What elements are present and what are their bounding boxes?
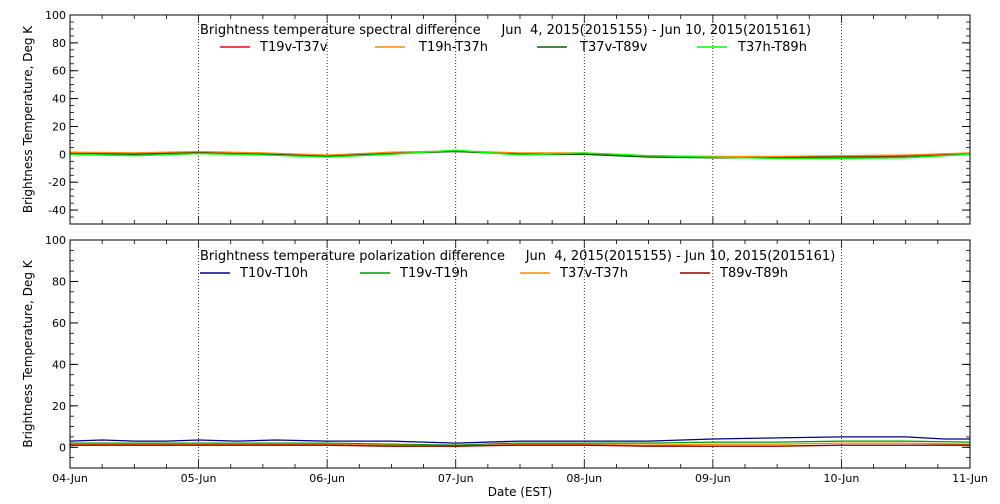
y-tick-label: 20 bbox=[52, 400, 66, 413]
y-tick-label: 20 bbox=[52, 120, 66, 133]
y-axis-title: Brightness Temperature, Deg K bbox=[21, 25, 35, 213]
chart-title: Brightness temperature spectral differen… bbox=[200, 23, 811, 38]
series-line-t19v-t19h bbox=[70, 440, 971, 446]
series-line-t37v-t89v bbox=[69, 150, 971, 159]
y-tick-label: 100 bbox=[45, 234, 66, 247]
legend-label: T37h-T89h bbox=[737, 40, 807, 55]
y-tick-label: 80 bbox=[52, 275, 66, 288]
x-tick-label: 08-Jun bbox=[566, 472, 602, 485]
y-axis-title: Brightness Temperature, Deg K bbox=[21, 259, 35, 447]
series-line-t19h-t37h bbox=[69, 150, 971, 158]
y-tick-label: 0 bbox=[59, 441, 66, 454]
series-line-t89v-t89h bbox=[70, 444, 970, 447]
chart-title: Brightness temperature polarization diff… bbox=[200, 249, 835, 264]
legend-label: T37v-T89v bbox=[579, 40, 648, 55]
x-tick-label: 05-Jun bbox=[181, 472, 217, 485]
legend-label: T10v-T10h bbox=[239, 266, 308, 281]
y-tick-label: -20 bbox=[48, 176, 66, 189]
x-tick-label: 10-Jun bbox=[824, 472, 860, 485]
legend-label: T19h-T37h bbox=[418, 40, 488, 55]
x-tick-label: 06-Jun bbox=[309, 472, 345, 485]
x-tick-label: 09-Jun bbox=[695, 472, 731, 485]
y-tick-label: 40 bbox=[52, 93, 66, 106]
series-line-t37v-t37h bbox=[70, 442, 971, 447]
y-tick-label: 60 bbox=[52, 317, 66, 330]
y-tick-label: 80 bbox=[52, 37, 66, 50]
plot-frame bbox=[69, 14, 971, 225]
chart-panel-1: -40 -20 0 20 40 60 80 100 Brightness temperature… bbox=[21, 9, 971, 225]
series-line-t37h-t89h bbox=[69, 149, 971, 160]
y-tick-label: 0 bbox=[59, 148, 66, 161]
series-line-t19v-t37v bbox=[69, 150, 971, 158]
y-tick-label: 60 bbox=[52, 65, 66, 78]
legend-label: T19v-T19h bbox=[399, 266, 468, 281]
chart-panel-2: 0 20 40 60 80 100 04-Jun 05-Jun 06-Jun 07-Jun 08-J… bbox=[21, 234, 988, 499]
x-tick-label: 07-Jun bbox=[438, 472, 474, 485]
x-tick-label: 04-Jun bbox=[52, 472, 88, 485]
y-tick-label: 100 bbox=[45, 9, 66, 22]
legend-label: T89v-T89h bbox=[719, 266, 788, 281]
x-axis-title: Date (EST) bbox=[488, 485, 552, 499]
y-tick-label: -40 bbox=[48, 204, 66, 217]
x-tick-label: 11-Jun bbox=[952, 472, 988, 485]
legend-label: T19v-T37v bbox=[259, 40, 328, 55]
y-tick-label: 40 bbox=[52, 358, 66, 371]
legend-label: T37v-T37h bbox=[559, 266, 628, 281]
series-line-t10v-t10h bbox=[69, 436, 970, 444]
plot-frame bbox=[69, 239, 971, 469]
